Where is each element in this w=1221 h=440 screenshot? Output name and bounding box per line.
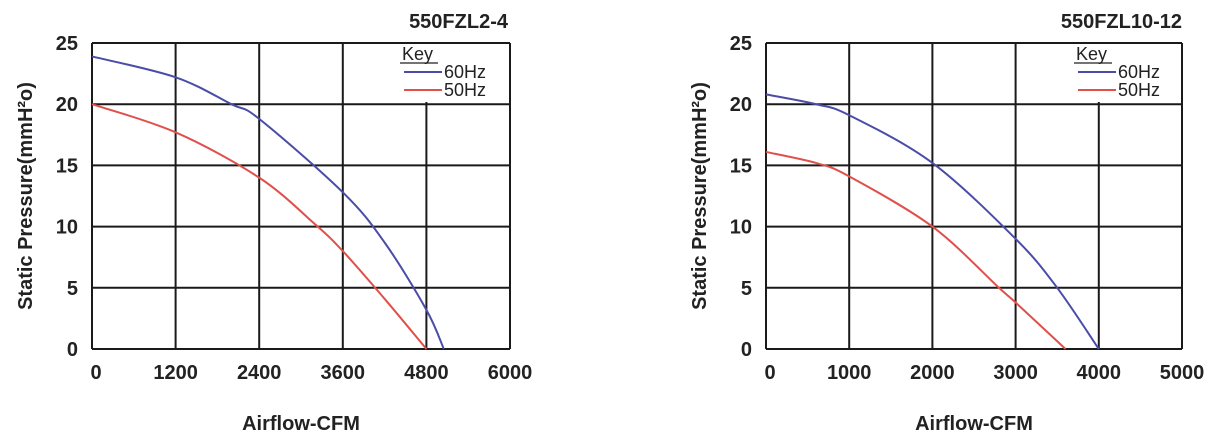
- x-tick-label: 3600: [321, 362, 366, 384]
- y-axis-label: Static Pressure(mmH²o): [689, 82, 711, 310]
- x-tick-label: 0: [90, 362, 101, 384]
- series-line-60hz: [765, 93, 1100, 350]
- y-tick-label: 0: [741, 339, 752, 361]
- chart-title: 550FZL10-12: [1061, 11, 1182, 33]
- y-tick-label: 15: [56, 155, 78, 177]
- series-line-50hz: [91, 103, 428, 350]
- x-tick-label: 5000: [1160, 362, 1205, 384]
- y-tick-label: 15: [730, 155, 752, 177]
- x-tick-label: 0: [764, 362, 775, 384]
- x-tick-label: 2400: [237, 362, 282, 384]
- y-tick-label: 10: [730, 217, 752, 239]
- legend-label-50hz: 50Hz: [1118, 80, 1160, 100]
- x-tick-label: 1200: [153, 362, 198, 384]
- y-tick-label: 5: [741, 278, 752, 300]
- series-line-50hz: [765, 150, 1067, 350]
- x-tick-label: 4000: [1077, 362, 1122, 384]
- series-line-60hz: [91, 55, 445, 350]
- y-axis-label: Static Pressure(mmH²o): [15, 82, 37, 310]
- y-tick-label: 25: [730, 33, 752, 55]
- legend-title: Key: [1076, 44, 1107, 64]
- x-tick-label: 4800: [404, 362, 449, 384]
- chart-1: 550FZL2-4 0 1200 2400 3600 4800 6000 0 5 10 15 20 25…: [15, 11, 532, 435]
- legend-title: Key: [402, 44, 433, 64]
- y-tick-label: 0: [67, 339, 78, 361]
- legend-label-60hz: 60Hz: [444, 62, 486, 82]
- chart-2: 550FZL10-12 0 1000 2000 3000 4000 5000 0 5 10 15 20…: [689, 11, 1204, 435]
- x-axis-label: Airflow-CFM: [242, 413, 360, 435]
- x-tick-label: 2000: [910, 362, 955, 384]
- x-tick-label: 6000: [488, 362, 533, 384]
- y-tick-label: 10: [56, 217, 78, 239]
- y-tick-label: 25: [56, 33, 78, 55]
- x-tick-label: 1000: [827, 362, 872, 384]
- chart-title: 550FZL2-4: [409, 11, 509, 33]
- legend-label-60hz: 60Hz: [1118, 62, 1160, 82]
- x-axis-label: Airflow-CFM: [915, 413, 1033, 435]
- y-tick-label: 5: [67, 278, 78, 300]
- legend-label-50hz: 50Hz: [444, 80, 486, 100]
- x-tick-label: 3000: [993, 362, 1038, 384]
- y-tick-label: 20: [730, 94, 752, 116]
- y-tick-label: 20: [56, 94, 78, 116]
